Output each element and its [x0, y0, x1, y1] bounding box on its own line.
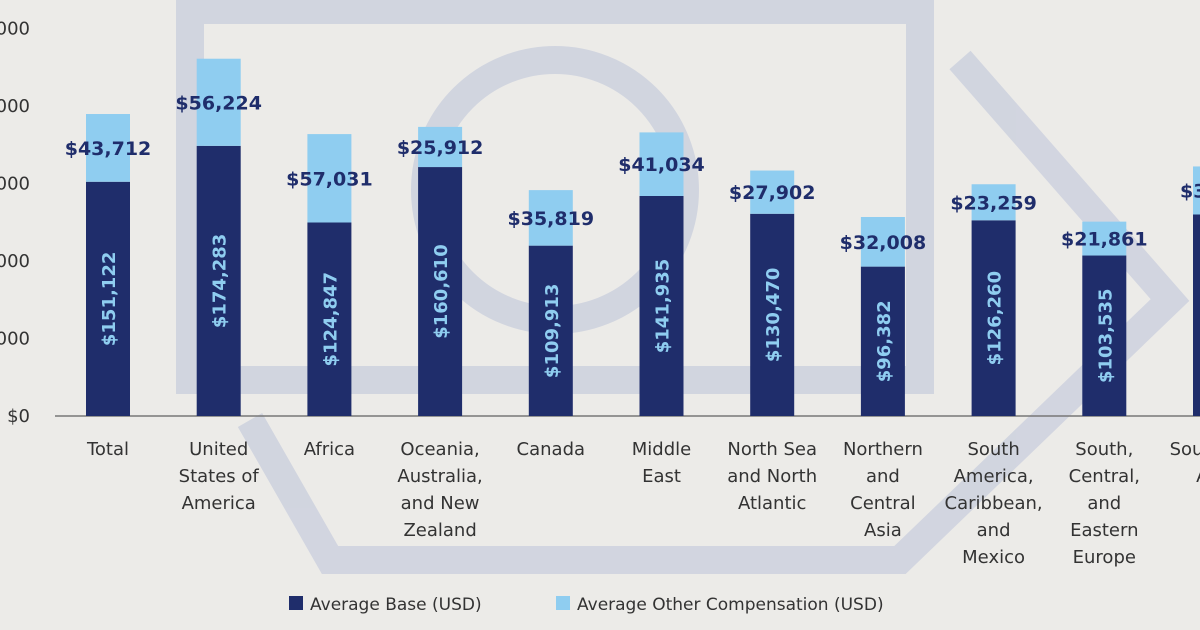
- y-tick-label: $100,000: [0, 251, 30, 272]
- bar-group: $124,847 $57,031: [286, 134, 373, 416]
- bar-other: [1193, 166, 1200, 215]
- bar-base: [750, 213, 795, 416]
- bar-other: [196, 58, 241, 146]
- category-label: North Sea and North Atlantic: [727, 439, 817, 514]
- category-label: Canada: [517, 439, 586, 460]
- bar-group: $103,535 $21,861: [1061, 221, 1148, 416]
- bar-group: $151,122 $43,712: [65, 114, 152, 416]
- bar-other-label: $23,259: [950, 192, 1037, 214]
- category-label: United States of America: [179, 439, 260, 514]
- category-label: South America, Caribbean, and Mexico: [945, 439, 1043, 568]
- bar-base: [639, 196, 684, 416]
- bar-other-label: $27,902: [729, 182, 816, 204]
- y-tick-label: $200,000: [0, 96, 30, 117]
- y-tick-label: $50,000: [0, 329, 30, 350]
- bar-base-label: $96,382: [874, 300, 895, 382]
- bar-base-label: $126,260: [985, 271, 1006, 366]
- x-axis-categories: Total United States of America Africa Oceania…: [86, 439, 1200, 568]
- y-tick-label: $250,000: [0, 19, 30, 40]
- bar-other: [418, 126, 463, 168]
- bar-base-label: $151,122: [99, 252, 120, 347]
- bar-base-label: $174,283: [210, 234, 231, 329]
- category-label: SoutheastAsia: [1170, 439, 1200, 487]
- category-label: Africa: [304, 439, 355, 460]
- bar-other-label: $25,912: [397, 137, 484, 159]
- category-label: Northern and Central Asia: [843, 439, 923, 541]
- bar-base: [1193, 214, 1200, 416]
- bar-other: [307, 134, 352, 223]
- bar-other-label: $3: [1180, 180, 1200, 202]
- bar-group: $3: [1180, 166, 1200, 416]
- bar-other-label: $56,224: [175, 92, 262, 114]
- y-tick-label: $150,000: [0, 174, 30, 195]
- bar-other: [528, 190, 573, 246]
- bar-other-label: $35,819: [508, 208, 595, 230]
- legend: Average Base (USD) Average Other Compens…: [289, 595, 884, 615]
- legend-swatch-other: [556, 596, 570, 610]
- bar-base-label: $141,935: [653, 259, 674, 354]
- bars: $151,122 $43,712 $174,283 $56,224 $124,847 $5…: [65, 58, 1200, 417]
- bar-group: $130,470 $27,902: [729, 170, 816, 416]
- bar-group: $109,913 $35,819: [508, 190, 595, 416]
- bar-base: [971, 220, 1016, 416]
- legend-label-other: Average Other Compensation (USD): [577, 595, 884, 615]
- category-label: Oceania, Australia, and New Zealand: [397, 439, 482, 541]
- category-label: South, Central, and Eastern Europe: [1069, 439, 1140, 568]
- bar-base-label: $130,470: [763, 268, 784, 363]
- bar-other: [639, 132, 684, 197]
- bar-base-label: $103,535: [1095, 289, 1116, 384]
- bar-other: [860, 216, 905, 267]
- bar-other: [1082, 221, 1127, 256]
- legend-swatch-base: [289, 596, 303, 610]
- bar-base: [528, 245, 573, 416]
- bar-base: [307, 222, 352, 416]
- bar-base: [1082, 255, 1127, 416]
- y-tick-label: $0: [7, 406, 30, 427]
- category-label: Total: [86, 439, 129, 460]
- bar-base: [196, 145, 241, 417]
- bar-other-label: $43,712: [65, 138, 152, 160]
- bar-other-label: $57,031: [286, 168, 373, 190]
- bar-group: $126,260 $23,259: [950, 184, 1037, 416]
- y-axis: $0 $50,000 $100,000 $150,000 $200,000 $250,00…: [0, 19, 30, 428]
- category-label: Middle East: [632, 439, 691, 487]
- bar-group: $141,935 $41,034: [618, 132, 705, 416]
- bar-other: [86, 114, 130, 182]
- bar-other-label: $32,008: [840, 232, 927, 254]
- bar-base-label: $109,913: [542, 284, 563, 379]
- bar-other: [750, 170, 795, 214]
- bar-base: [86, 181, 130, 416]
- bar-base: [860, 266, 905, 416]
- legend-label-base: Average Base (USD): [310, 595, 482, 615]
- bar-other-label: $41,034: [618, 154, 705, 176]
- bar-base-label: $160,610: [431, 244, 452, 339]
- bar-group: $174,283 $56,224: [175, 58, 262, 417]
- bar-group: $96,382 $32,008: [840, 216, 927, 416]
- bar-base-label: $124,847: [320, 272, 341, 367]
- bar-other-label: $21,861: [1061, 229, 1148, 251]
- bar-group: $160,610 $25,912: [397, 126, 484, 416]
- bar-base: [418, 167, 463, 416]
- bar-other: [971, 184, 1016, 221]
